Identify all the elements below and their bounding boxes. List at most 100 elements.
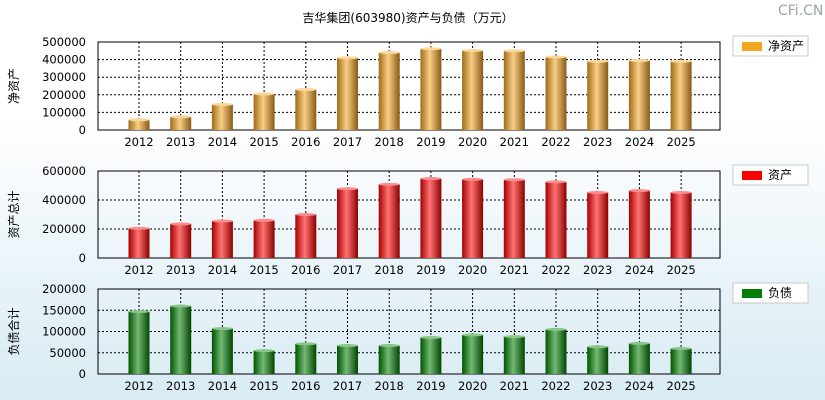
y-tick-label: 500000 (42, 35, 86, 49)
bar-cap (628, 189, 650, 193)
bar-cap (211, 327, 233, 331)
x-tick-label: 2012 (124, 263, 153, 277)
y-tick-label: 400000 (42, 193, 86, 207)
bar-cap (378, 344, 400, 348)
x-tick-label: 2013 (166, 135, 195, 149)
bar-2022 (545, 56, 567, 130)
legend-label: 资产 (768, 168, 792, 182)
y-tick-label: 600000 (42, 164, 86, 178)
bar-2017 (337, 57, 358, 131)
bar-cap (128, 310, 150, 314)
x-tick-label: 2018 (375, 135, 404, 149)
bar-cap (420, 177, 442, 181)
bar-2012 (128, 119, 150, 130)
bar-cap (587, 190, 609, 194)
y-axis-label: 资产总计 (7, 190, 21, 238)
bar-cap (545, 55, 567, 59)
bar-2015 (253, 350, 275, 374)
bar-2021 (503, 336, 525, 374)
bar-2021 (503, 179, 525, 258)
bar-2023 (587, 192, 609, 258)
x-tick-label: 2017 (333, 379, 362, 393)
bar-2012 (128, 228, 150, 258)
plot-frame (97, 41, 721, 131)
bar-2022 (545, 329, 567, 374)
x-tick-label: 2013 (166, 379, 195, 393)
legend: 净资产 (732, 35, 809, 57)
x-tick-label: 2017 (333, 263, 362, 277)
bar-2020 (462, 334, 484, 374)
bar-cap (253, 349, 275, 353)
bar-cap (503, 335, 525, 339)
bar-cap (628, 58, 650, 62)
bar-cap (670, 59, 692, 63)
bar-2018 (378, 184, 400, 258)
bar-cap (462, 48, 484, 52)
x-tick-label: 2025 (666, 263, 695, 277)
bar-2019 (420, 48, 442, 130)
bar-cap (253, 92, 275, 96)
bar-2020 (462, 50, 484, 130)
x-tick-label: 2016 (291, 379, 320, 393)
bar-cap (337, 187, 358, 191)
watermark: CFi.CN (778, 3, 823, 19)
bar-2014 (211, 104, 233, 130)
bar-cap (420, 47, 442, 51)
panel-2: 0 200000 400000 600000 2012 2013 2014 2015 2016 2… (7, 164, 809, 277)
x-tick-label: 2020 (458, 263, 487, 277)
bar-2017 (337, 345, 358, 374)
legend: 资产 (732, 164, 809, 186)
bar-cap (211, 219, 233, 223)
x-tick-label: 2024 (625, 379, 654, 393)
x-tick-label: 2018 (375, 379, 404, 393)
x-tick-label: 2014 (208, 379, 237, 393)
bar-cap (670, 190, 692, 194)
bar-2013 (170, 306, 192, 374)
bar-2024 (628, 343, 650, 374)
bar-cap (462, 177, 484, 181)
bar-2015 (253, 93, 275, 130)
bar-2016 (295, 89, 317, 130)
x-tick-label: 2016 (291, 263, 320, 277)
plot-frame (97, 170, 721, 259)
bar-2016 (295, 214, 317, 258)
bar-2015 (253, 220, 275, 258)
bar-2014 (211, 221, 233, 258)
x-tick-label: 2016 (291, 135, 320, 149)
x-tick-label: 2023 (583, 135, 612, 149)
x-tick-label: 2022 (541, 379, 570, 393)
x-tick-label: 2025 (666, 135, 695, 149)
y-tick-label: 300000 (42, 70, 86, 84)
y-tick-label: 100000 (42, 105, 86, 119)
bar-2023 (587, 346, 609, 374)
bar-cap (587, 345, 609, 349)
x-tick-label: 2021 (500, 135, 529, 149)
bar-2019 (420, 337, 442, 374)
x-tick-label: 2020 (458, 135, 487, 149)
legend-swatch (742, 42, 762, 51)
bar-2013 (170, 223, 192, 258)
legend: 负债 (732, 282, 809, 304)
bar-2020 (462, 179, 484, 258)
bar-2024 (628, 190, 650, 258)
x-tick-label: 2014 (208, 263, 237, 277)
x-tick-label: 2012 (124, 135, 153, 149)
panel-1: 0 100000 200000 300000 400000 500000 2012 2013 2… (7, 35, 809, 149)
y-tick-label: 400000 (42, 53, 86, 67)
x-tick-label: 2013 (166, 263, 195, 277)
y-axis-label: 负债合计 (6, 307, 21, 355)
y-tick-label: 100000 (42, 325, 86, 339)
legend-label: 净资产 (768, 39, 804, 53)
bar-2018 (378, 345, 400, 374)
x-tick-label: 2025 (666, 379, 695, 393)
y-axis-label: 净资产 (7, 68, 21, 104)
x-tick-label: 2022 (541, 263, 570, 277)
bar-cap (545, 180, 567, 184)
x-tick-label: 2019 (416, 135, 445, 149)
bar-2012 (128, 311, 150, 374)
x-tick-label: 2014 (208, 135, 237, 149)
bar-2023 (587, 61, 609, 130)
x-tick-label: 2019 (416, 379, 445, 393)
y-tick-label: 200000 (42, 222, 86, 236)
